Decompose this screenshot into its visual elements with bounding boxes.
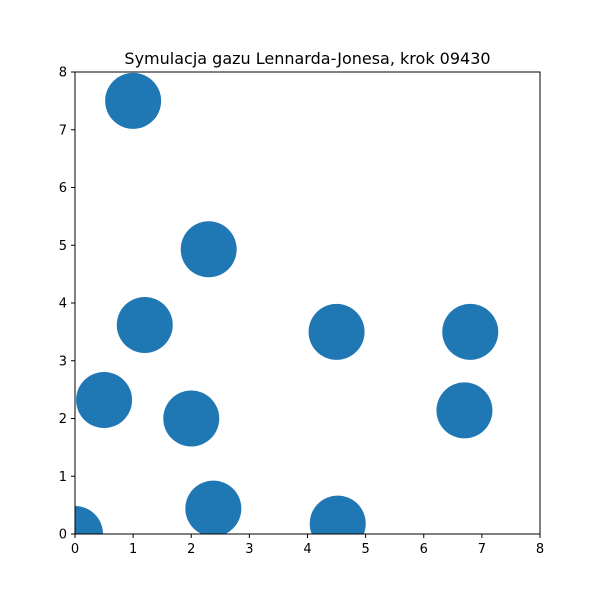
x-tick-label: 6 (420, 542, 428, 557)
x-tick-label: 3 (245, 542, 253, 557)
y-tick-label: 8 (59, 66, 67, 81)
y-tick-label: 4 (59, 297, 67, 312)
data-point-2 (180, 221, 237, 278)
data-point-1 (105, 72, 162, 129)
x-tick-label: 8 (536, 542, 544, 557)
data-points (75, 72, 499, 534)
data-point-9 (185, 480, 242, 534)
data-point-8 (436, 382, 493, 439)
x-axis: 0 1 2 3 4 5 6 7 8 (71, 534, 544, 557)
x-tick-label: 4 (303, 542, 311, 557)
x-tick-label: 0 (71, 542, 79, 557)
y-tick-label: 7 (59, 123, 67, 138)
y-tick-label: 6 (59, 181, 67, 196)
data-point-7 (163, 390, 220, 447)
data-point-6 (76, 372, 133, 429)
y-tick-label: 0 (59, 528, 67, 543)
x-tick-label: 1 (129, 542, 137, 557)
data-point-11 (75, 506, 103, 534)
chart-title: Symulacja gazu Lennarda-Jonesa, krok 094… (124, 49, 490, 68)
y-tick-label: 2 (59, 412, 67, 427)
data-point-3 (116, 296, 173, 353)
y-axis: 0 1 2 3 4 5 6 7 8 (59, 66, 75, 543)
data-point-4 (308, 303, 365, 360)
x-tick-label: 5 (361, 542, 369, 557)
x-tick-label: 7 (478, 542, 486, 557)
y-tick-label: 1 (59, 470, 67, 485)
data-point-10 (309, 495, 366, 534)
data-point-5 (442, 303, 499, 360)
x-tick-label: 2 (187, 542, 195, 557)
y-tick-label: 3 (59, 354, 67, 369)
y-tick-label: 5 (59, 239, 67, 254)
